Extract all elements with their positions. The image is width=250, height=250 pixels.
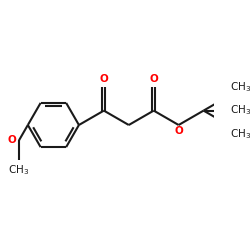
Text: CH$_3$: CH$_3$ <box>230 103 250 117</box>
Text: CH$_3$: CH$_3$ <box>230 127 250 141</box>
Text: O: O <box>175 126 184 136</box>
Text: CH$_3$: CH$_3$ <box>8 163 30 177</box>
Text: O: O <box>149 74 158 84</box>
Text: O: O <box>100 74 108 84</box>
Text: CH$_3$: CH$_3$ <box>230 80 250 94</box>
Text: O: O <box>8 135 16 145</box>
